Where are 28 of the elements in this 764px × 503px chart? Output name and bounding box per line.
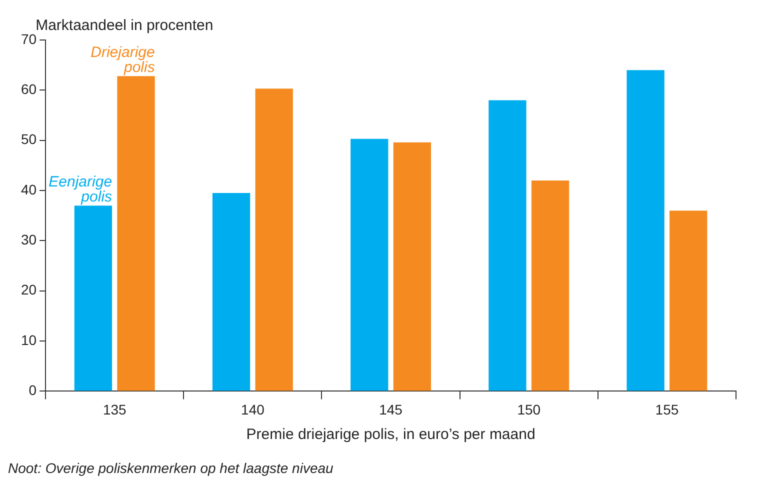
y-tick-label: 30: [20, 232, 37, 248]
series-label: Driejarige polis: [90, 44, 156, 76]
bar: [626, 70, 664, 391]
bar: [670, 210, 708, 391]
y-axis-title: Marktaandeel in procenten: [36, 17, 214, 34]
x-tick-label: 155: [655, 401, 679, 418]
bar: [350, 138, 388, 391]
bar: [212, 193, 250, 391]
bar: [74, 206, 112, 391]
x-tick-label: 145: [379, 401, 403, 418]
y-tick-label: 10: [20, 332, 37, 348]
y-tick-label: 40: [20, 181, 37, 198]
y-tick-label: 0: [28, 382, 37, 398]
bar: [255, 88, 293, 391]
text: Noot: Overige poliskenmerken op het laagste niveau: [8, 460, 334, 476]
bar: [117, 76, 155, 391]
x-tick-label: 150: [517, 401, 541, 418]
y-tick-label: 70: [20, 30, 37, 47]
series-label: Eenjarige polis: [48, 174, 113, 206]
bar: [531, 180, 570, 391]
bar: [488, 100, 526, 391]
x-tick-label: 140: [241, 401, 265, 418]
y-tick-label: 20: [20, 282, 37, 298]
y-tick-label: 50: [20, 131, 37, 148]
x-axis-title: Premie driejarige polis, in euro’s per maand: [246, 426, 536, 444]
y-tick-label: 60: [20, 81, 37, 98]
x-tick-label: 135: [102, 401, 127, 418]
bar: [393, 142, 432, 391]
